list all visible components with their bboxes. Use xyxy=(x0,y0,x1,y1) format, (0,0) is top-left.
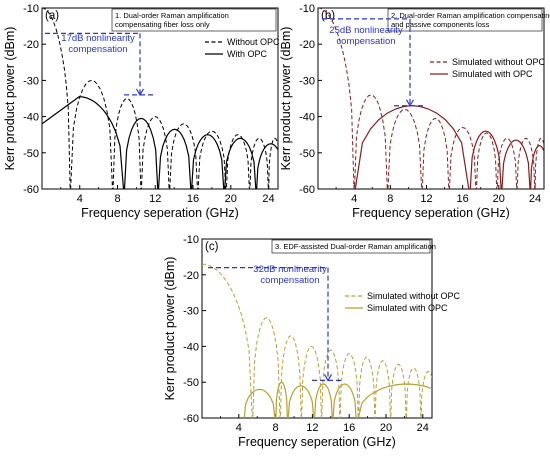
x-tick-label: 12 xyxy=(306,422,318,434)
x-tick-label: 20 xyxy=(380,422,392,434)
x-tick-label: 8 xyxy=(273,422,279,434)
y-tick-label: -40 xyxy=(183,341,199,353)
annotation-arrowhead xyxy=(405,99,415,107)
x-tick-label: 4 xyxy=(77,193,83,205)
note-line: 2. Dual-order Raman amplification compen… xyxy=(391,11,550,20)
y-tick-label: -50 xyxy=(183,377,199,389)
x-tick-label: 12 xyxy=(149,193,161,205)
annotation-line: compensation xyxy=(336,36,395,47)
x-tick-label: 24 xyxy=(262,193,274,205)
x-tick-label: 20 xyxy=(493,193,505,205)
y-tick-label: -20 xyxy=(183,270,199,282)
panel-note: 1. Dual-order Raman amplification compens… xyxy=(115,11,229,29)
y-tick-label: -10 xyxy=(183,234,199,246)
y-tick-label: -30 xyxy=(299,75,315,87)
panel-label: (a) xyxy=(45,10,59,22)
y-tick-label: -50 xyxy=(23,148,39,160)
note-line: 3. EDF-assisted Dual-order Raman amplifi… xyxy=(275,242,436,251)
y-tick-label: -30 xyxy=(23,75,39,87)
panel-label: (c) xyxy=(205,241,219,253)
x-tick-label: 8 xyxy=(114,193,120,205)
chart-panel-3: 4 8 12 16 20 24 -10 -20 -30 -40 -50 -60 Frequency se… xyxy=(163,234,461,449)
series-line-with-opc xyxy=(42,96,278,189)
panel-note: 2. Dual-order Raman amplification compen… xyxy=(391,11,550,29)
y-tick-label: -40 xyxy=(299,112,315,124)
y-tick-label: -50 xyxy=(299,148,315,160)
x-tick-label: 16 xyxy=(457,193,469,205)
note-line: compensating fiber loss only xyxy=(115,20,210,29)
note-box xyxy=(387,8,543,32)
note-box xyxy=(111,8,277,32)
note-line: 1. Dual-order Raman amplification xyxy=(115,11,229,20)
plot-frame xyxy=(201,238,433,419)
x-tick-label: 12 xyxy=(420,193,432,205)
series-line-with-opc xyxy=(354,105,544,189)
x-tick-label: 16 xyxy=(343,422,355,434)
annotation-text: 25dB nonlinearity compensation xyxy=(329,25,403,47)
x-axis-label: Frequency seperation (GHz) xyxy=(238,435,396,449)
chart-panel-2: 4 8 12 16 20 24 -10 -20 -30 -40 -50 -60 Frequency se… xyxy=(279,3,550,220)
panel-note: 3. EDF-assisted Dual-order Raman amplifi… xyxy=(275,242,436,251)
series-line-without-opc xyxy=(42,8,278,189)
y-tick-label: -20 xyxy=(299,39,315,51)
plot-frame xyxy=(41,7,279,190)
y-axis-label: Kerr product power (dBm) xyxy=(279,27,293,171)
note-box xyxy=(271,239,431,254)
x-tick-label: 4 xyxy=(236,422,242,434)
y-tick-label: -10 xyxy=(299,3,315,15)
series-line-without-opc xyxy=(202,263,432,418)
annotation-arrowhead xyxy=(323,374,333,382)
y-tick-label: -60 xyxy=(23,184,39,196)
legend-label: Simulated without OPC xyxy=(452,57,546,67)
y-axis-label: Kerr product power (dBm) xyxy=(3,27,17,171)
y-axis-label: Kerr product power (dBm) xyxy=(163,257,177,401)
x-tick-label: 8 xyxy=(387,193,393,205)
y-tick-label: -60 xyxy=(183,413,199,425)
chart-panel-1: 4 8 12 16 20 24 -10 -20 -30 -40 -50 -60 Frequency se… xyxy=(3,3,280,220)
x-axis-label: Frequency seperation (GHz) xyxy=(352,206,510,220)
legend-label: Simulated with OPC xyxy=(367,303,448,313)
annotation-line: 32dB nonlinearity xyxy=(253,264,327,275)
x-tick-label: 24 xyxy=(417,422,429,434)
y-tick-label: -10 xyxy=(23,3,39,15)
y-tick-label: -30 xyxy=(183,306,199,318)
annotation-line: compensation xyxy=(68,44,127,55)
legend-label: Simulated without OPC xyxy=(367,291,461,301)
y-tick-label: -20 xyxy=(23,39,39,51)
annotation-line: 25dB nonlinearity xyxy=(329,25,403,36)
panel-label: (b) xyxy=(321,10,335,22)
legend-label: Simulated with OPC xyxy=(452,69,533,79)
x-tick-label: 4 xyxy=(351,193,357,205)
y-tick-label: -60 xyxy=(299,184,315,196)
note-line: and passive components loss xyxy=(391,20,490,29)
x-axis-label: Frequency seperation (GHz) xyxy=(81,206,239,220)
series-line-without-opc xyxy=(318,8,544,189)
annotation-arrowhead xyxy=(135,88,145,97)
annotation-line: 17dB nonlinearity xyxy=(61,33,135,44)
series-line-with-opc xyxy=(243,381,432,418)
plot-frame xyxy=(317,7,545,190)
x-tick-label: 16 xyxy=(187,193,199,205)
x-tick-label: 20 xyxy=(225,193,237,205)
annotation-text: 32dB nonlinearity compensation xyxy=(253,264,327,286)
y-tick-label: -40 xyxy=(23,112,39,124)
x-tick-label: 24 xyxy=(529,193,541,205)
legend-label: With OPC xyxy=(227,49,268,59)
legend-label: Without OPC xyxy=(227,37,280,47)
annotation-line: compensation xyxy=(260,275,319,286)
annotation-text: 17dB nonlinearity compensation xyxy=(61,33,135,55)
